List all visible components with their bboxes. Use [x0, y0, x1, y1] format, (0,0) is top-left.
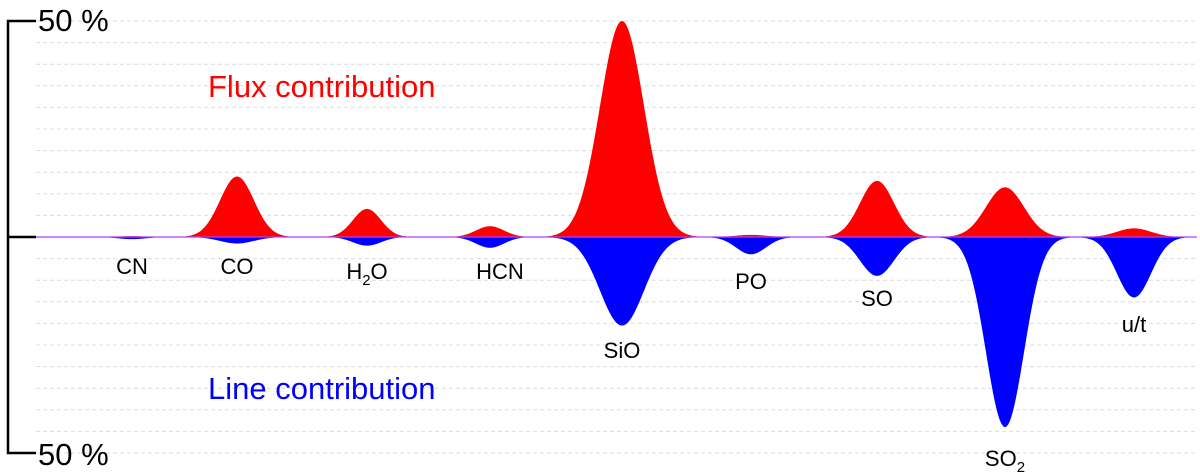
molecule-label: CN — [116, 254, 148, 279]
contribution-areas — [36, 21, 1197, 428]
molecule-label-subscript: 2 — [362, 272, 370, 289]
molecule-label-main: HCN — [476, 259, 524, 284]
molecule-label-subscript: 2 — [1017, 459, 1025, 472]
molecule-label-main: SO — [861, 286, 893, 311]
molecule-label-main: u/t — [1122, 312, 1146, 337]
molecule-label-main: PO — [735, 269, 767, 294]
molecule-label-main: CN — [116, 254, 148, 279]
molecule-label-main: SiO — [604, 338, 641, 363]
line-contribution-area — [36, 237, 1197, 428]
molecule-label: SiO — [604, 338, 641, 363]
flux-contribution-area — [36, 21, 1197, 237]
molecule-label: H2O — [346, 259, 387, 289]
y-axis-top-label: 50 % — [38, 3, 109, 38]
line-contribution-label: Line contribution — [208, 371, 436, 406]
y-axis: 50 % 50 % — [6, 3, 109, 472]
y-axis-bottom-label: 50 % — [38, 437, 109, 472]
molecule-label: CO — [221, 254, 254, 279]
flux-contribution-label: Flux contribution — [208, 69, 435, 104]
molecule-label-main: H — [346, 259, 362, 284]
molecule-label-tail: O — [371, 259, 388, 284]
molecule-label: SO — [861, 286, 893, 311]
molecule-label: HCN — [476, 259, 524, 284]
molecule-label: u/t — [1122, 312, 1146, 337]
molecule-label-main: SO — [985, 446, 1017, 471]
molecule-label: PO — [735, 269, 767, 294]
molecule-label-main: CO — [221, 254, 254, 279]
molecule-label: SO2 — [985, 446, 1025, 472]
